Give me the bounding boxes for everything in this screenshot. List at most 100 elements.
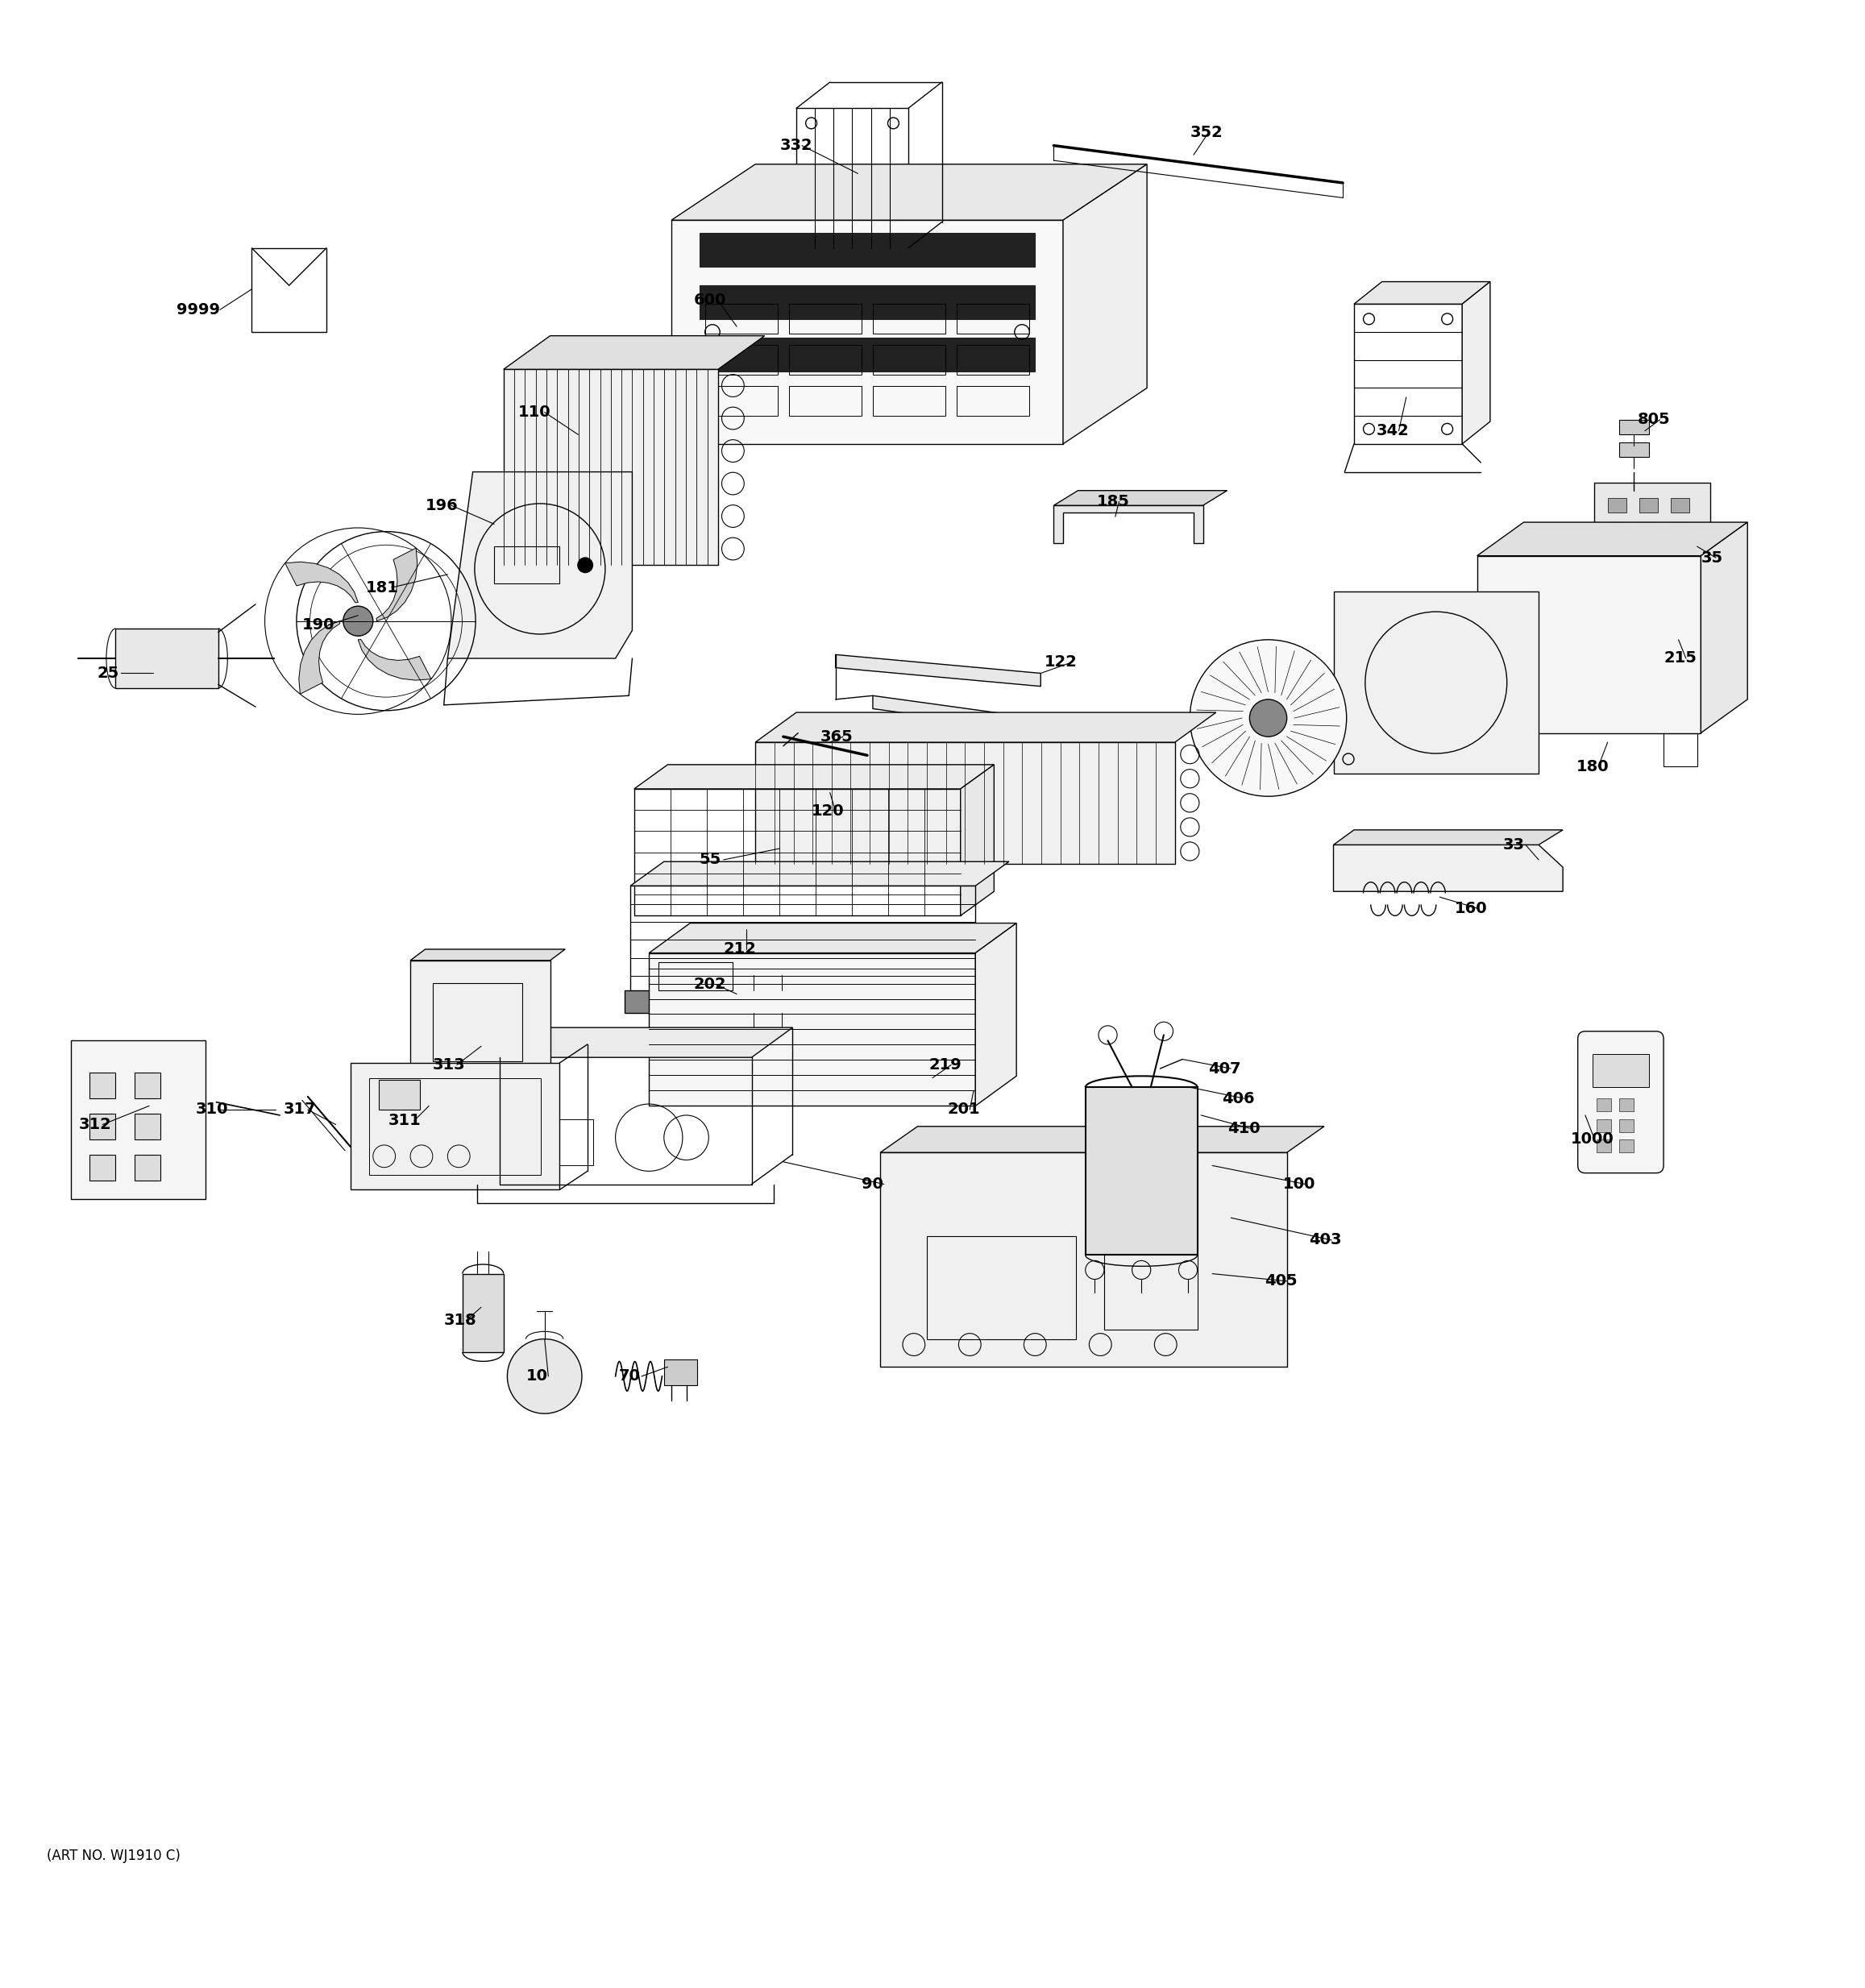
Bar bbox=[880, 1153, 1287, 1368]
Circle shape bbox=[1250, 700, 1287, 738]
Bar bbox=[116, 628, 218, 688]
Bar bbox=[873, 386, 946, 415]
Polygon shape bbox=[1354, 282, 1490, 304]
Text: 600: 600 bbox=[694, 292, 725, 308]
Bar bbox=[625, 990, 733, 1012]
Bar bbox=[463, 1274, 504, 1352]
Bar bbox=[379, 1079, 420, 1109]
Bar bbox=[1619, 419, 1649, 435]
Text: 215: 215 bbox=[1664, 650, 1697, 666]
Text: 90: 90 bbox=[862, 1177, 884, 1193]
Text: 100: 100 bbox=[1283, 1177, 1315, 1193]
Bar bbox=[1354, 304, 1462, 443]
Bar bbox=[705, 346, 778, 376]
Bar bbox=[134, 1155, 160, 1181]
Polygon shape bbox=[377, 549, 418, 620]
Text: 332: 332 bbox=[780, 137, 813, 153]
Text: 185: 185 bbox=[1097, 495, 1130, 509]
Bar bbox=[746, 990, 761, 1012]
Bar bbox=[504, 370, 718, 565]
Text: 122: 122 bbox=[1044, 654, 1078, 670]
Text: 33: 33 bbox=[1503, 837, 1526, 853]
Bar bbox=[528, 1119, 593, 1165]
Bar bbox=[873, 346, 946, 376]
Polygon shape bbox=[298, 620, 339, 694]
Bar bbox=[1671, 523, 1690, 537]
Text: 342: 342 bbox=[1376, 423, 1410, 439]
Polygon shape bbox=[1063, 165, 1147, 443]
Bar bbox=[789, 386, 862, 415]
Polygon shape bbox=[634, 765, 994, 789]
FancyBboxPatch shape bbox=[1578, 1032, 1664, 1173]
Polygon shape bbox=[448, 471, 632, 658]
Bar bbox=[957, 386, 1029, 415]
Text: 160: 160 bbox=[1455, 901, 1488, 916]
Text: 35: 35 bbox=[1701, 551, 1723, 565]
Text: 180: 180 bbox=[1576, 759, 1609, 773]
Bar bbox=[755, 742, 1175, 863]
Bar bbox=[90, 1072, 116, 1099]
Bar bbox=[927, 1237, 1076, 1340]
Bar bbox=[664, 1360, 698, 1386]
Bar bbox=[774, 990, 789, 1012]
Bar bbox=[1333, 590, 1539, 773]
Polygon shape bbox=[649, 922, 1016, 952]
Bar bbox=[1085, 1087, 1197, 1254]
Bar bbox=[705, 386, 778, 415]
Text: 403: 403 bbox=[1309, 1233, 1343, 1248]
Polygon shape bbox=[671, 165, 1147, 221]
Text: 405: 405 bbox=[1264, 1274, 1298, 1288]
Circle shape bbox=[578, 559, 593, 573]
Text: 120: 120 bbox=[811, 803, 845, 819]
Bar bbox=[1671, 497, 1690, 513]
Bar bbox=[699, 338, 1035, 372]
Bar bbox=[957, 346, 1029, 376]
Polygon shape bbox=[358, 640, 431, 680]
Bar bbox=[433, 982, 522, 1062]
Text: 25: 25 bbox=[97, 666, 119, 682]
Polygon shape bbox=[1701, 523, 1748, 734]
Text: 202: 202 bbox=[694, 976, 727, 992]
Text: 313: 313 bbox=[433, 1058, 466, 1072]
Bar bbox=[1619, 1139, 1634, 1153]
Text: 55: 55 bbox=[699, 853, 722, 867]
Bar bbox=[796, 107, 908, 248]
Bar bbox=[1593, 1054, 1649, 1087]
Bar bbox=[351, 1064, 559, 1189]
Bar bbox=[699, 286, 1035, 318]
Text: 310: 310 bbox=[196, 1101, 229, 1117]
Text: 110: 110 bbox=[518, 404, 552, 419]
Bar bbox=[1671, 547, 1690, 561]
Text: 365: 365 bbox=[821, 730, 854, 744]
Polygon shape bbox=[1054, 505, 1203, 543]
Polygon shape bbox=[755, 712, 1216, 742]
Bar bbox=[1639, 547, 1658, 561]
Bar bbox=[705, 304, 778, 334]
Text: 201: 201 bbox=[947, 1101, 981, 1117]
Bar bbox=[789, 346, 862, 376]
Bar bbox=[410, 960, 550, 1076]
Bar bbox=[1481, 734, 1514, 767]
Polygon shape bbox=[975, 922, 1016, 1105]
Bar bbox=[1596, 1119, 1611, 1131]
Bar bbox=[634, 789, 960, 916]
Bar bbox=[873, 304, 946, 334]
Polygon shape bbox=[960, 765, 994, 916]
Bar bbox=[658, 962, 733, 990]
Text: 407: 407 bbox=[1209, 1062, 1242, 1076]
Text: 318: 318 bbox=[444, 1312, 477, 1328]
Bar bbox=[1596, 1139, 1611, 1153]
Text: 1000: 1000 bbox=[1570, 1131, 1613, 1147]
Polygon shape bbox=[1333, 829, 1563, 845]
Polygon shape bbox=[410, 948, 565, 960]
Bar bbox=[1595, 483, 1710, 573]
Text: 406: 406 bbox=[1222, 1091, 1255, 1105]
Bar bbox=[1608, 523, 1626, 537]
Polygon shape bbox=[504, 336, 765, 370]
Text: 352: 352 bbox=[1190, 125, 1223, 141]
Text: 311: 311 bbox=[388, 1113, 421, 1129]
Polygon shape bbox=[630, 861, 1009, 887]
Bar bbox=[957, 304, 1029, 334]
Bar bbox=[90, 1155, 116, 1181]
Text: 219: 219 bbox=[929, 1058, 962, 1072]
